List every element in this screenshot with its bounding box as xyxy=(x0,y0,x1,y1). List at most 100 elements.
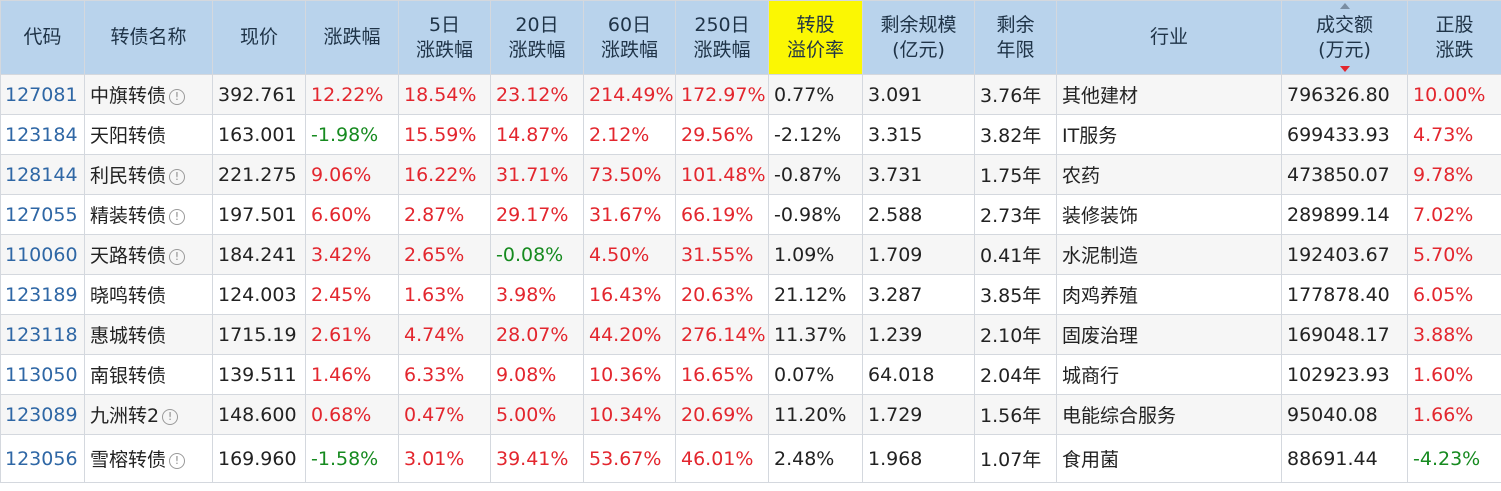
bond-code-link[interactable]: 113050 xyxy=(0,354,85,395)
table-row[interactable]: 110060 天路转债! 184.241 3.42% 2.65% -0.08% 4.50% 3… xyxy=(0,234,1501,275)
change-cell: 6.60% xyxy=(305,194,399,235)
years-cell: 0.41年 xyxy=(974,234,1057,275)
bond-code-link-text: 123089 xyxy=(5,403,78,426)
bond-name[interactable]: 九洲转2! xyxy=(84,394,213,435)
change-20d-cell-text: 28.07% xyxy=(496,323,569,346)
table-row[interactable]: 127055 精装转债! 197.501 6.60% 2.87% 29.17% 31.67%… xyxy=(0,194,1501,235)
bond-code-link[interactable]: 123056 xyxy=(0,434,85,483)
bond-name[interactable]: 利民转债! xyxy=(84,154,213,195)
change-60d-cell-text: 16.43% xyxy=(589,283,662,306)
bond-name[interactable]: 天路转债! xyxy=(84,234,213,275)
change-250d-cell: 101.48% xyxy=(675,154,769,195)
header-premium[interactable]: 转股 溢价率 xyxy=(768,0,863,75)
bond-code-link[interactable]: 127081 xyxy=(0,74,85,115)
years-cell: 2.10年 xyxy=(974,314,1057,355)
bond-code-link[interactable]: 123184 xyxy=(0,114,85,155)
scale-cell-text: 1.729 xyxy=(868,403,923,426)
bond-name[interactable]: 精装转债! xyxy=(84,194,213,235)
years-cell: 2.73年 xyxy=(974,194,1057,235)
premium-cell-text: 0.77% xyxy=(774,83,835,106)
header-volume-line2: (万元) xyxy=(1318,38,1371,61)
change-60d-cell: 16.43% xyxy=(583,274,676,315)
bond-name[interactable]: 晓鸣转债 xyxy=(84,274,213,315)
header-years[interactable]: 剩余 年限 xyxy=(974,0,1057,75)
table-row[interactable]: 123118 惠城转债 1715.19 2.61% 4.74% 28.07% 44.20% 2… xyxy=(0,314,1501,355)
table-row[interactable]: 123189 晓鸣转债 124.003 2.45% 1.63% 3.98% 16.43% 20… xyxy=(0,274,1501,315)
bond-code-link[interactable]: 127055 xyxy=(0,194,85,235)
header-industry[interactable]: 行业 xyxy=(1056,0,1282,75)
header-code[interactable]: 代码 xyxy=(0,0,85,75)
industry-cell: 其他建材 xyxy=(1056,74,1282,115)
header-change-5d[interactable]: 5日 涨跌幅 xyxy=(398,0,491,75)
bond-name[interactable]: 雪榕转债! xyxy=(84,434,213,483)
header-volume-line1: 成交额 xyxy=(1315,13,1373,36)
volume-cell: 88691.44 xyxy=(1281,434,1408,483)
bond-code-link[interactable]: 128144 xyxy=(0,154,85,195)
header-change-250d-line2: 涨跌幅 xyxy=(693,38,751,61)
premium-cell-text: 0.07% xyxy=(774,363,835,386)
bond-code-link[interactable]: 110060 xyxy=(0,234,85,275)
header-premium-line1: 转股 xyxy=(796,13,835,36)
header-premium-line2: 溢价率 xyxy=(786,38,844,61)
header-scale[interactable]: 剩余规模 (亿元) xyxy=(862,0,975,75)
info-icon[interactable]: ! xyxy=(169,89,186,105)
table-row[interactable]: 123056 雪榕转债! 169.960 -1.58% 3.01% 39.41% 53.67… xyxy=(0,434,1501,483)
change-5d-cell: 4.74% xyxy=(398,314,491,355)
change-20d-cell: 39.41% xyxy=(490,434,584,483)
header-change-250d[interactable]: 250日 涨跌幅 xyxy=(675,0,769,75)
table-row[interactable]: 128144 利民转债! 221.275 9.06% 16.22% 31.71% 73.50… xyxy=(0,154,1501,195)
info-icon[interactable]: ! xyxy=(169,209,186,225)
change-250d-cell: 16.65% xyxy=(675,354,769,395)
years-cell-text: 3.82年 xyxy=(980,125,1042,147)
price-cell: 184.241 xyxy=(212,234,306,275)
sort-descending-icon[interactable] xyxy=(1339,66,1350,72)
scale-cell: 3.731 xyxy=(862,154,975,195)
change-cell-text: 9.06% xyxy=(311,163,372,186)
stock-change-cell-text: 5.70% xyxy=(1413,243,1474,266)
header-price[interactable]: 现价 xyxy=(212,0,306,75)
header-volume[interactable]: 成交额 (万元) xyxy=(1281,0,1408,75)
industry-cell: 农药 xyxy=(1056,154,1282,195)
change-20d-cell: 9.08% xyxy=(490,354,584,395)
header-scale-line2: (亿元) xyxy=(892,38,945,61)
premium-cell: 2.48% xyxy=(768,434,863,483)
change-250d-cell-text: 29.56% xyxy=(681,123,754,146)
bond-code-link[interactable]: 123118 xyxy=(0,314,85,355)
bond-name[interactable]: 中旗转债! xyxy=(84,74,213,115)
change-5d-cell: 2.65% xyxy=(398,234,491,275)
table-row[interactable]: 127081 中旗转债! 392.761 12.22% 18.54% 23.12% 214.… xyxy=(0,74,1501,115)
bond-code-link[interactable]: 123089 xyxy=(0,394,85,435)
volume-cell: 796326.80 xyxy=(1281,74,1408,115)
change-20d-cell: 14.87% xyxy=(490,114,584,155)
bond-name-text: 精装转债 xyxy=(90,205,167,227)
header-stock-change[interactable]: 正股 涨跌 xyxy=(1407,0,1501,75)
table-row[interactable]: 113050 南银转债 139.511 1.46% 6.33% 9.08% 10.36% 16… xyxy=(0,354,1501,395)
table-row[interactable]: 123089 九洲转2! 148.600 0.68% 0.47% 5.00% 10.34% 2… xyxy=(0,394,1501,435)
bond-name[interactable]: 天阳转债 xyxy=(84,114,213,155)
change-cell: 0.68% xyxy=(305,394,399,435)
stock-change-cell: 10.00% xyxy=(1407,74,1501,115)
bond-name[interactable]: 南银转债 xyxy=(84,354,213,395)
info-icon[interactable]: ! xyxy=(162,409,179,425)
header-change[interactable]: 涨跌幅 xyxy=(305,0,399,75)
header-change-20d[interactable]: 20日 涨跌幅 xyxy=(490,0,584,75)
bond-code-link[interactable]: 123189 xyxy=(0,274,85,315)
years-cell-text: 3.85年 xyxy=(980,285,1042,307)
info-icon[interactable]: ! xyxy=(169,249,186,265)
change-cell: 2.45% xyxy=(305,274,399,315)
info-icon[interactable]: ! xyxy=(169,169,186,185)
sort-ascending-icon[interactable] xyxy=(1339,3,1350,9)
bond-name[interactable]: 惠城转债 xyxy=(84,314,213,355)
change-250d-cell: 29.56% xyxy=(675,114,769,155)
header-name[interactable]: 转债名称 xyxy=(84,0,213,75)
header-price-label: 现价 xyxy=(239,26,278,48)
change-60d-cell-text: 53.67% xyxy=(589,447,662,470)
info-icon[interactable]: ! xyxy=(169,453,186,469)
scale-cell-text: 2.588 xyxy=(868,203,923,226)
volume-cell-text: 95040.08 xyxy=(1287,403,1378,426)
table-row[interactable]: 123184 天阳转债 163.001 -1.98% 15.59% 14.87% 2.12%… xyxy=(0,114,1501,155)
years-cell: 2.04年 xyxy=(974,354,1057,395)
change-20d-cell-text: 29.17% xyxy=(496,203,569,226)
header-change-60d[interactable]: 60日 涨跌幅 xyxy=(583,0,676,75)
years-cell-text: 0.41年 xyxy=(980,245,1042,267)
